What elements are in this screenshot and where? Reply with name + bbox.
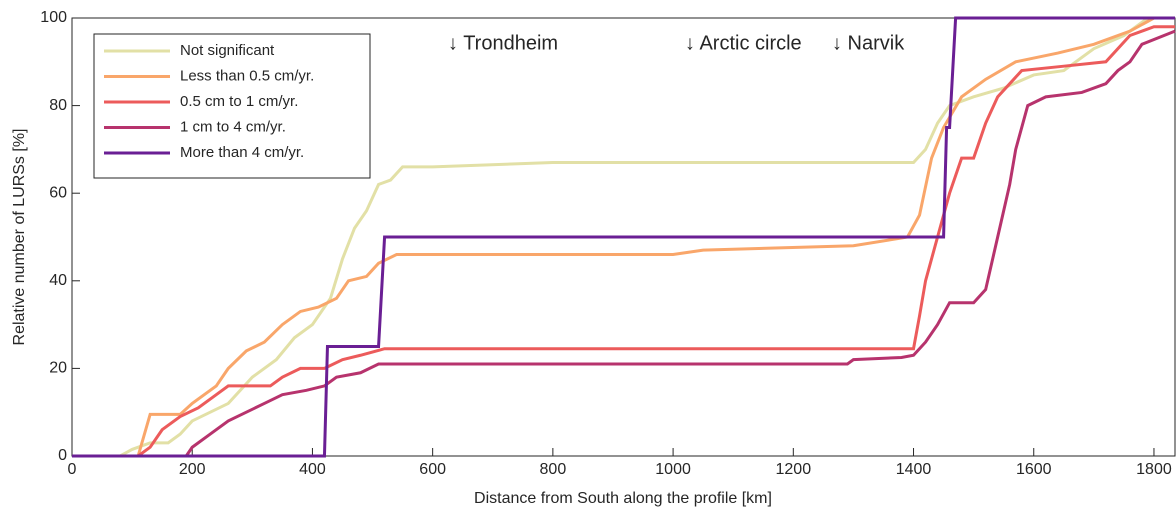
x-tick-label: 600 xyxy=(419,461,446,478)
series-line xyxy=(72,16,1175,458)
x-tick-label: 1000 xyxy=(655,461,691,478)
x-tick-label: 800 xyxy=(540,461,567,478)
annotation: ↓ Narvik xyxy=(832,32,905,54)
y-tick-label: 100 xyxy=(40,9,67,26)
series-line xyxy=(72,16,1175,458)
y-tick-label: 60 xyxy=(49,184,67,201)
x-tick-label: 1800 xyxy=(1136,461,1172,478)
y-tick-label: 20 xyxy=(49,360,67,377)
series-line xyxy=(72,16,1175,458)
legend-label: 0.5 cm to 1 cm/yr. xyxy=(180,93,298,110)
x-tick-label: 1600 xyxy=(1016,461,1052,478)
legend-label: Not significant xyxy=(180,42,275,59)
y-tick-label: 40 xyxy=(49,272,67,289)
x-axis-label: Distance from South along the profile [k… xyxy=(474,490,772,507)
annotation: ↓ Trondheim xyxy=(448,32,558,54)
x-tick-label: 1200 xyxy=(776,461,812,478)
legend-label: Less than 0.5 cm/yr. xyxy=(180,67,314,84)
series-line xyxy=(72,29,1176,458)
y-tick-label: 80 xyxy=(49,97,67,114)
x-tick-label: 200 xyxy=(179,461,206,478)
annotation: ↓ Arctic circle xyxy=(685,32,802,54)
legend-label: More than 4 cm/yr. xyxy=(180,144,304,161)
y-axis-label: Relative number of LURSs [%] xyxy=(11,129,28,346)
series-line xyxy=(72,25,1175,458)
legend-label: 1 cm to 4 cm/yr. xyxy=(180,118,286,135)
x-tick-label: 400 xyxy=(299,461,326,478)
x-tick-label: 1400 xyxy=(896,461,932,478)
x-tick-label: 0 xyxy=(68,461,77,478)
y-tick-label: 0 xyxy=(58,447,67,464)
